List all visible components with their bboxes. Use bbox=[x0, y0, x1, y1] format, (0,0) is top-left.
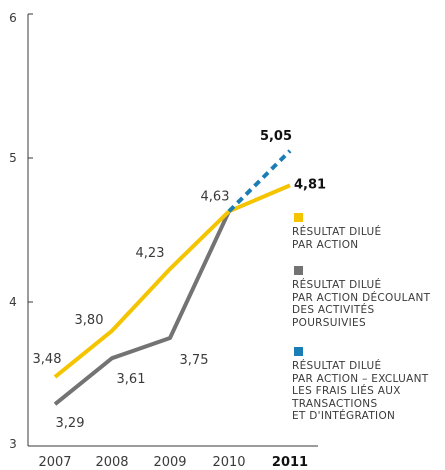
data-labels: 3,48 3,80 4,23 4,63 4,81 3,29 3,61 3,75 5,05 bbox=[33, 129, 327, 431]
axis-ticks: 3 4 5 6 2007 2008 2009 2010 2011 bbox=[9, 11, 308, 470]
data-label-s0-2008: 3,80 bbox=[75, 313, 104, 328]
x-tick-label-2009: 2009 bbox=[153, 455, 186, 470]
data-label-s2-2011: 5,05 bbox=[260, 129, 292, 144]
y-tick-label-6: 6 bbox=[9, 11, 17, 25]
data-label-s1-2007: 3,29 bbox=[56, 416, 85, 431]
y-tick-label-3: 3 bbox=[9, 437, 17, 451]
legend-swatch-continuing bbox=[294, 266, 303, 275]
legend-swatch-eps bbox=[294, 213, 303, 222]
series-line-0 bbox=[53, 183, 291, 379]
series-line-1 bbox=[53, 210, 231, 406]
y-tick-label-5: 5 bbox=[9, 151, 17, 165]
data-label-s1-2009: 3,75 bbox=[180, 353, 209, 368]
series-line-2 bbox=[227, 149, 292, 213]
x-tick-label-2008: 2008 bbox=[95, 455, 128, 470]
legend-label-adjusted: RÉSULTAT DILUÉ PAR ACTION – EXCLUANT LES… bbox=[292, 360, 429, 422]
legend-label-continuing: RÉSULTAT DILUÉ PAR ACTION DÉCOULANT DES … bbox=[292, 279, 431, 329]
data-label-s0-2011: 4,81 bbox=[294, 177, 326, 192]
x-tick-label-2007: 2007 bbox=[38, 455, 71, 470]
data-label-s0-2009: 4,23 bbox=[136, 246, 165, 261]
legend-swatch-adjusted bbox=[294, 347, 303, 356]
x-tick-label-2011: 2011 bbox=[272, 455, 308, 470]
data-label-s0-2007: 3,48 bbox=[33, 352, 62, 367]
x-tick-label-2010: 2010 bbox=[212, 455, 245, 470]
data-label-s1-2008: 3,61 bbox=[117, 372, 146, 387]
y-tick-label-4: 4 bbox=[9, 295, 17, 309]
series-lines bbox=[53, 149, 292, 406]
data-label-s0-2010: 4,63 bbox=[201, 189, 230, 204]
legend-label-eps: RÉSULTAT DILUÉ PAR ACTION bbox=[292, 226, 382, 251]
